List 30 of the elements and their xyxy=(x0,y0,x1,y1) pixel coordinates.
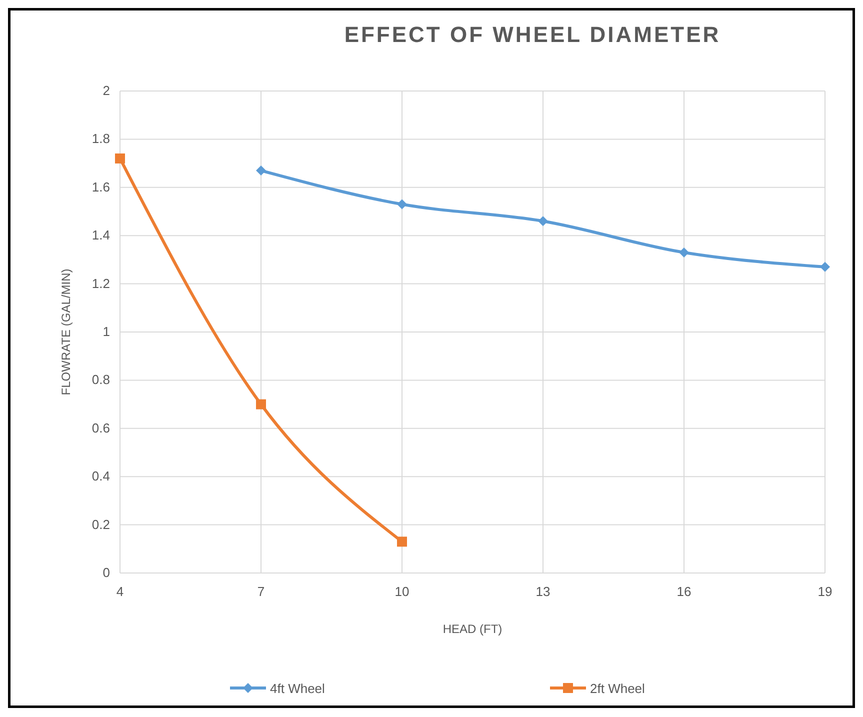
x-tick-label: 13 xyxy=(536,584,550,599)
point xyxy=(820,262,830,272)
legend-label: 2ft Wheel xyxy=(590,681,646,696)
y-tick-label: 2 xyxy=(102,83,110,98)
x-axis-title: HEAD (FT) xyxy=(442,622,502,636)
y-tick-label: 0.2 xyxy=(92,516,110,532)
point xyxy=(256,399,266,410)
x-tick-label: 7 xyxy=(257,584,265,599)
x-tick-label: 4 xyxy=(116,584,124,599)
x-tick-label: 16 xyxy=(676,584,692,599)
point xyxy=(256,166,266,176)
point xyxy=(679,247,689,258)
y-tick-label: 1.2 xyxy=(92,276,110,291)
point xyxy=(397,199,407,210)
x-tick-label: 19 xyxy=(818,584,832,599)
point xyxy=(538,216,548,226)
y-tick-label: 1.4 xyxy=(92,228,110,243)
y-tick-label: 1 xyxy=(102,324,110,339)
y-tick-label: 0.8 xyxy=(92,372,110,388)
legend-label: 4ft Wheel xyxy=(270,681,326,696)
y-tick-label: 0.4 xyxy=(92,468,110,484)
chart-title: EFFECT OF WHEEL DIAMETER xyxy=(344,22,721,47)
y-axis-title: FLOWRATE (GAL/MIN) xyxy=(59,268,73,396)
x-tick-label: 10 xyxy=(394,584,410,599)
y-tick-label: 0 xyxy=(102,565,110,580)
y-tick-label: 1.8 xyxy=(92,131,110,146)
y-tick-label: 0.6 xyxy=(92,420,110,436)
y-tick-label: 1.6 xyxy=(92,179,110,194)
point xyxy=(397,536,407,547)
point xyxy=(115,153,125,164)
